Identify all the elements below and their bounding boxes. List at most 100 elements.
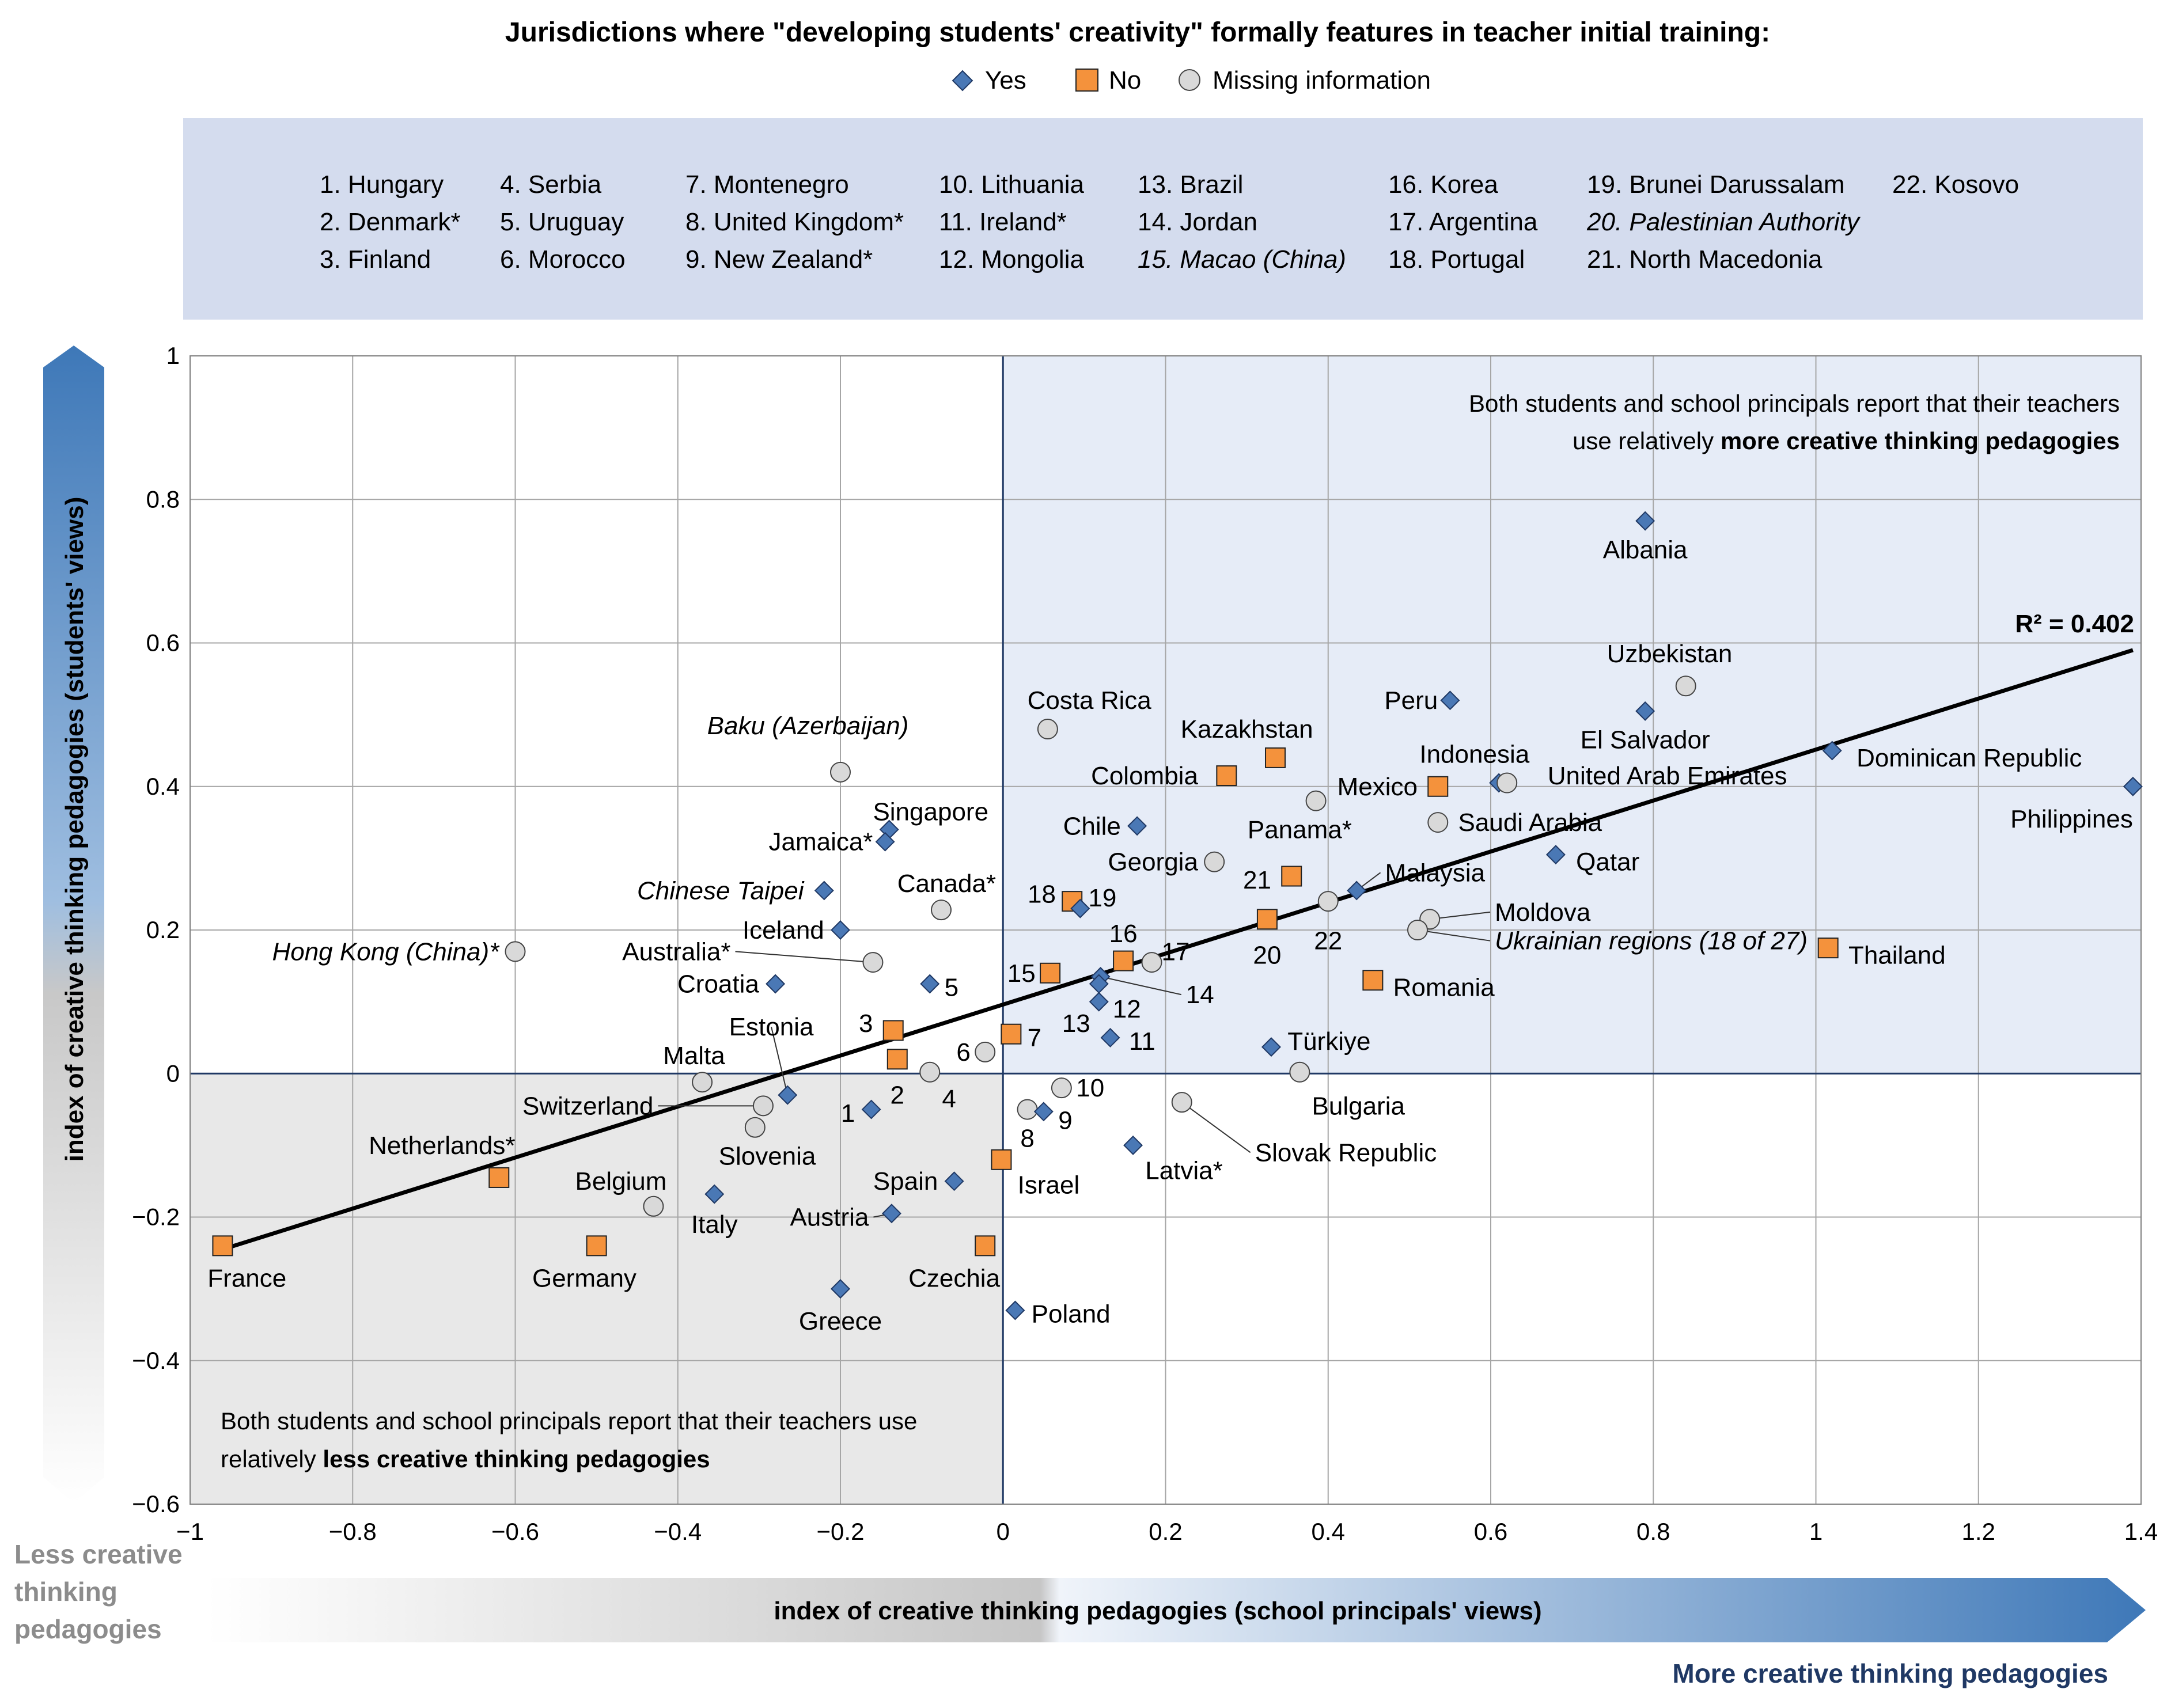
label-georgia: Georgia [1108, 848, 1198, 876]
label-13: 13 [1062, 1009, 1090, 1038]
point-czechia [975, 1235, 996, 1257]
upper-right-note-plain: use relatively [1573, 427, 1721, 454]
y-tick-label: −0.4 [132, 1347, 180, 1374]
key-box [183, 118, 2143, 320]
trendline [222, 648, 2134, 1251]
point-3 [882, 1020, 904, 1041]
r2-label: R² = 0.402 [2015, 610, 2134, 638]
label-croatia: Croatia [677, 970, 759, 998]
point-netherlands [488, 1167, 510, 1188]
leader-ukrainian-regions-18-of-27 [1417, 929, 1491, 942]
label-16: 16 [1109, 920, 1138, 948]
x-tick-label: −0.4 [654, 1518, 702, 1545]
y-tick-label: 0.2 [146, 916, 180, 943]
key-item: 6. Morocco [500, 245, 626, 274]
data-points [212, 511, 2143, 1320]
less-label-line2: thinking [14, 1577, 118, 1607]
more-label: More creative thinking pedagogies [1672, 1658, 2108, 1688]
label-18: 18 [1028, 880, 1056, 909]
label-11: 11 [1129, 1027, 1155, 1056]
x-tick-label: −0.8 [329, 1518, 377, 1545]
tick-labels: −1 −0.8 −0.6 −0.4 −0.2 0 0.2 0.4 0.6 0.8 1 1.2 1.410… [132, 342, 2158, 1545]
label-colombia: Colombia [1091, 762, 1198, 790]
upper-right-quadrant [1002, 356, 2141, 1074]
point-9 [1033, 1102, 1054, 1122]
point-costa-rica [1037, 719, 1058, 740]
point-australia [862, 952, 884, 973]
point-12 [1089, 992, 1109, 1012]
label-canada: Canada* [897, 870, 996, 898]
key-item: 12. Mongolia [939, 245, 1084, 274]
point-16 [1113, 950, 1134, 971]
lower-left-note-bold: less creative thinking pedagogies [323, 1445, 710, 1472]
leader-estonia [771, 1027, 789, 1095]
key-item: 19. Brunei Darussalam [1587, 170, 1845, 199]
legend-missing-marker [1179, 69, 1200, 91]
leader-lines [658, 872, 1491, 1218]
point-22 [1317, 891, 1339, 912]
label-philippines: Philippines [2010, 805, 2133, 833]
label-france: France [207, 1264, 286, 1292]
key-item: 16. Korea [1388, 170, 1498, 199]
label-20: 20 [1253, 942, 1281, 970]
label-singapore: Singapore [873, 798, 988, 826]
point-19 [1070, 898, 1090, 918]
legend: Yes No Missing information [952, 66, 1431, 94]
leader-14 [1100, 976, 1181, 996]
grid [190, 355, 2142, 1505]
label-malta: Malta [663, 1042, 725, 1070]
label-14: 14 [1186, 981, 1214, 1009]
point-peru [1440, 690, 1460, 711]
label-belgium: Belgium [575, 1167, 666, 1195]
point-slovenia [744, 1117, 766, 1138]
x-tick-label: 0 [997, 1518, 1010, 1545]
point-kazakhstan [1265, 747, 1286, 768]
point-slovak-republic [1171, 1092, 1192, 1113]
point-dominican-republic [1822, 741, 1842, 761]
label-chile: Chile [1063, 812, 1121, 840]
key-item: 9. New Zealand* [685, 245, 873, 274]
point-7 [1001, 1023, 1022, 1045]
point-ukrainian-regions-18-of-27 [1407, 920, 1428, 940]
point-4 [919, 1061, 941, 1083]
point-8 [1017, 1099, 1038, 1120]
label-peru: Peru [1384, 686, 1438, 715]
legend-no-marker [1075, 69, 1098, 92]
x-tick-label: 1 [1809, 1518, 1823, 1545]
lower-left-quadrant [190, 1074, 1002, 1504]
label-22: 22 [1314, 927, 1342, 955]
leader-australia [735, 951, 873, 963]
label-chinese-taipei: Chinese Taipei [637, 876, 805, 905]
label-spain: Spain [873, 1167, 938, 1195]
point-estonia [778, 1085, 798, 1105]
upper-right-note-bold: more creative thinking pedagogies [1721, 427, 2120, 454]
label-iceland: Iceland [742, 916, 824, 944]
point-20 [1256, 909, 1278, 930]
point-israel [991, 1149, 1012, 1170]
point-chinese-taipei [814, 880, 834, 901]
label-switzerland: Switzerland [522, 1092, 653, 1120]
label-united-arab-emirates: United Arab Emirates [1548, 762, 1787, 790]
point-uzbekistan [1675, 675, 1696, 697]
point-qatar [1545, 845, 1566, 865]
point-thailand [1817, 937, 1839, 959]
label-italy: Italy [691, 1210, 738, 1239]
point-switzerland [752, 1095, 774, 1117]
label-kazakhstan: Kazakhstan [1181, 715, 1313, 743]
key-item: 5. Uruguay [500, 208, 624, 236]
y-axis-label: index of creative thinking pedagogies (s… [60, 497, 89, 1162]
point-labels: Albania Uzbekistan Peru El Salvador Dominica… [207, 536, 2133, 1335]
x-axis-label: index of creative thinking pedagogies (s… [774, 1597, 1541, 1625]
label-el-salvador: El Salvador [1581, 726, 1710, 754]
point-malaysia [1347, 880, 1367, 901]
key-item: 13. Brazil [1138, 170, 1243, 199]
point-philippines [2123, 776, 2143, 796]
x-tick-label: −0.2 [817, 1518, 865, 1545]
label-costa-rica: Costa Rica [1028, 686, 1152, 715]
key-item: 15. Macao (China) [1138, 245, 1346, 274]
less-label-line1: Less creative [14, 1539, 183, 1569]
point-13 [1089, 974, 1109, 994]
point-hong-kong-china [505, 941, 526, 962]
point-baku-azerbaijan [830, 761, 851, 783]
label-poland: Poland [1032, 1300, 1111, 1329]
